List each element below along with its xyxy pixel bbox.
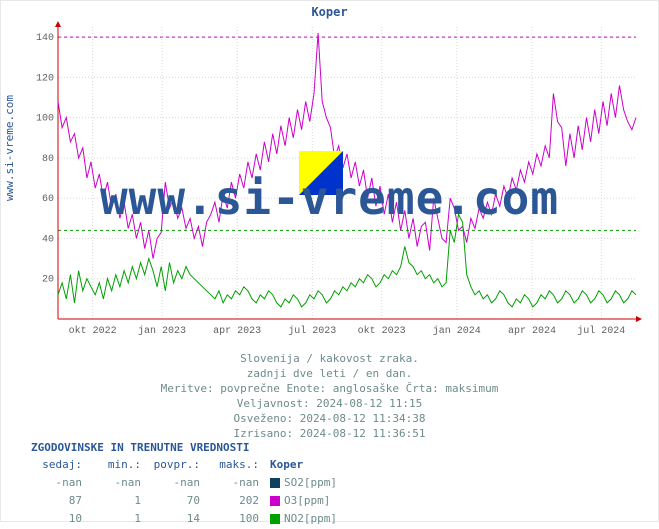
legend-series-label: O3[ppm] — [269, 493, 345, 509]
legend-series-label: SO2[ppm] — [269, 475, 345, 491]
legend-cell: 1 — [92, 511, 149, 527]
series-name: SO2[ppm] — [284, 476, 337, 489]
legend-loc-label: Koper — [269, 457, 345, 473]
legend-row: 10 1 14 100 NO2[ppm] — [33, 511, 345, 527]
legend-cell: -nan — [33, 475, 90, 491]
y-axis-label: www.si-vreme.com — [3, 95, 16, 201]
legend-table: ZGODOVINSKE IN TRENUTNE VREDNOSTI sedaj:… — [31, 441, 347, 529]
legend-cell: 100 — [210, 511, 267, 527]
legend-cell: 10 — [33, 511, 90, 527]
legend-header: ZGODOVINSKE IN TRENUTNE VREDNOSTI — [31, 441, 347, 455]
legend-series-label: NO2[ppm] — [269, 511, 345, 527]
svg-text:80: 80 — [42, 154, 54, 165]
legend-col: povpr.: — [151, 457, 208, 473]
series-name: O3[ppm] — [284, 494, 330, 507]
legend-row: -nan -nan -nan -nan SO2[ppm] — [33, 475, 345, 491]
legend-cell: 1 — [92, 493, 149, 509]
legend-cell: -nan — [151, 475, 208, 491]
legend-col: min.: — [92, 457, 149, 473]
svg-text:20: 20 — [42, 275, 54, 286]
legend-col: sedaj: — [33, 457, 90, 473]
svg-text:120: 120 — [36, 73, 54, 84]
line-chart: 20 40 60 80 100 120 140 okt 2022 jan 2023 apr 202… — [26, 19, 646, 349]
chart-title: Koper — [1, 5, 658, 19]
svg-text:jan 2024: jan 2024 — [433, 325, 481, 337]
svg-text:jan 2023: jan 2023 — [138, 325, 186, 337]
legend-cell: 87 — [33, 493, 90, 509]
legend-row: 87 1 70 202 O3[ppm] — [33, 493, 345, 509]
svg-text:40: 40 — [42, 234, 54, 245]
svg-text:okt 2023: okt 2023 — [358, 325, 406, 337]
svg-text:jul 2023: jul 2023 — [288, 325, 336, 337]
subtitle-line: Veljavnost: 2024-08-12 11:15 — [1, 396, 658, 411]
svg-text:60: 60 — [42, 194, 54, 205]
subtitle-line: Osveženo: 2024-08-12 11:34:38 — [1, 411, 658, 426]
svg-text:100: 100 — [36, 114, 54, 125]
legend-cell: 14 — [151, 511, 208, 527]
subtitle-line: Slovenija / kakovost zraka. — [1, 351, 658, 366]
svg-text:jul 2024: jul 2024 — [577, 325, 625, 337]
subtitle-line: zadnji dve leti / en dan. — [1, 366, 658, 381]
legend-cell: 70 — [151, 493, 208, 509]
subtitle-line: Meritve: povprečne Enote: anglosaške Črt… — [1, 381, 658, 396]
svg-text:apr 2024: apr 2024 — [508, 326, 556, 337]
swatch-icon — [270, 514, 280, 524]
legend-cell: -nan — [210, 475, 267, 491]
legend-cell: -nan — [92, 475, 149, 491]
legend-columns-row: sedaj: min.: povpr.: maks.: Koper — [33, 457, 345, 473]
svg-text:140: 140 — [36, 33, 54, 44]
subtitle-line: Izrisano: 2024-08-12 11:36:51 — [1, 426, 658, 441]
svg-text:okt 2022: okt 2022 — [69, 325, 117, 337]
swatch-icon — [270, 496, 280, 506]
chart-subtitles: Slovenija / kakovost zraka. zadnji dve l… — [1, 351, 658, 441]
swatch-icon — [270, 478, 280, 488]
series-name: NO2[ppm] — [284, 512, 337, 525]
svg-text:apr 2023: apr 2023 — [213, 326, 261, 337]
legend-cell: 202 — [210, 493, 267, 509]
legend-col: maks.: — [210, 457, 267, 473]
